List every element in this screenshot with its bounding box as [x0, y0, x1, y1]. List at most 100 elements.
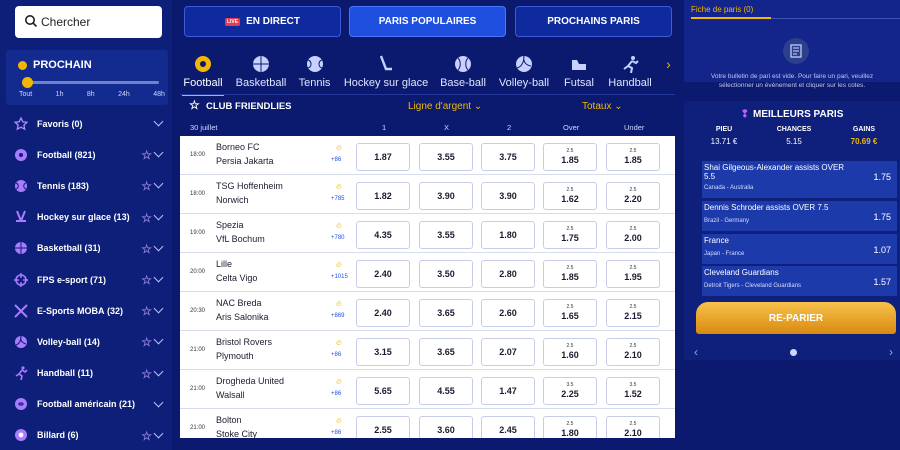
- tab-handball[interactable]: Handball: [606, 52, 654, 94]
- more-markets-link[interactable]: +785: [331, 196, 345, 202]
- tab-tennis[interactable]: Tennis: [297, 52, 332, 94]
- away-team[interactable]: VfL Bochum: [216, 234, 265, 244]
- search-box[interactable]: [15, 6, 162, 38]
- chevron-down-icon[interactable]: [153, 116, 164, 127]
- favorite-star-icon[interactable]: ☆: [141, 366, 152, 381]
- sidebar-item-basketball[interactable]: Basketball (31) ☆: [6, 233, 168, 264]
- sidebar-item-american-football[interactable]: Football américain (21): [6, 389, 168, 420]
- chevron-down-icon[interactable]: [153, 272, 164, 283]
- odd-over-button[interactable]: 2.5 1.75: [543, 221, 597, 249]
- odd-under-button[interactable]: 2.5 2.10: [606, 416, 660, 438]
- more-markets-link[interactable]: +86: [331, 352, 342, 358]
- chevron-down-icon[interactable]: [153, 147, 164, 158]
- sidebar-item-football[interactable]: Football (821) ☆: [6, 139, 168, 170]
- tab-volleyball[interactable]: Volley-ball: [498, 52, 550, 94]
- chevron-down-icon[interactable]: [153, 241, 164, 252]
- favorite-star-icon[interactable]: ☆: [141, 241, 152, 256]
- best-pick-item[interactable]: Cleveland Guardians Detroit Tigers - Clev…: [702, 266, 897, 297]
- tick-label[interactable]: 24h: [118, 91, 130, 98]
- odd-away-button[interactable]: 3.90: [481, 182, 535, 210]
- odd-away-button[interactable]: 1.80: [481, 221, 535, 249]
- tab-futsal[interactable]: Futsal: [562, 52, 596, 94]
- sidebar-item-volleyball[interactable]: Volley-ball (14) ☆: [6, 326, 168, 357]
- more-markets-link[interactable]: +86: [331, 391, 342, 397]
- popular-bets-button[interactable]: PARIS POPULAIRES: [349, 6, 506, 37]
- odd-draw-button[interactable]: 3.60: [419, 416, 473, 438]
- tick-label[interactable]: 48h: [153, 91, 165, 98]
- more-markets-link[interactable]: +869: [331, 313, 345, 319]
- away-team[interactable]: Aris Salonika: [216, 312, 269, 322]
- chevron-right-icon[interactable]: ›: [666, 56, 671, 72]
- odd-home-button[interactable]: 4.35: [356, 221, 410, 249]
- odd-over-button[interactable]: 2.5 1.60: [543, 338, 597, 366]
- sidebar-item-fps-esport[interactable]: FPS e-sport (71) ☆: [6, 264, 168, 295]
- odd-draw-button[interactable]: 4.55: [419, 377, 473, 405]
- favorite-star-icon[interactable]: ☆: [141, 335, 152, 350]
- odd-draw-button[interactable]: 3.90: [419, 182, 473, 210]
- more-markets-link[interactable]: +86: [331, 157, 342, 163]
- sidebar-item-tennis[interactable]: Tennis (183) ☆: [6, 170, 168, 201]
- sidebar-item-esports-moba[interactable]: E-Sports MOBA (32) ☆: [6, 295, 168, 326]
- away-team[interactable]: Norwich: [216, 195, 249, 205]
- chevron-down-icon[interactable]: [153, 210, 164, 221]
- home-team[interactable]: TSG Hoffenheim: [216, 181, 283, 191]
- odd-away-button[interactable]: 2.60: [481, 299, 535, 327]
- chevron-down-icon[interactable]: [153, 428, 164, 439]
- bet-slip-title[interactable]: Fiche de paris (0): [691, 5, 754, 14]
- odd-draw-button[interactable]: 3.50: [419, 260, 473, 288]
- odd-away-button[interactable]: 1.47: [481, 377, 535, 405]
- home-team[interactable]: Spezia: [216, 220, 244, 230]
- odd-over-button[interactable]: 2.5 1.80: [543, 416, 597, 438]
- tab-football[interactable]: Football: [182, 52, 224, 96]
- chevron-down-icon[interactable]: [153, 178, 164, 189]
- home-team[interactable]: Drogheda United: [216, 376, 285, 386]
- home-team[interactable]: NAC Breda: [216, 298, 262, 308]
- more-markets-link[interactable]: +1015: [331, 274, 348, 280]
- home-team[interactable]: Lille: [216, 259, 233, 269]
- chevron-right-icon[interactable]: ›: [889, 345, 893, 359]
- tick-label[interactable]: 8h: [86, 91, 95, 98]
- favorite-star-icon[interactable]: ☆: [141, 179, 152, 194]
- chevron-down-icon[interactable]: [153, 397, 164, 408]
- chevron-down-icon[interactable]: [153, 334, 164, 345]
- favorite-star-icon[interactable]: ☆: [141, 272, 152, 287]
- odd-home-button[interactable]: 1.82: [356, 182, 410, 210]
- favorite-star-icon[interactable]: ☆: [141, 210, 152, 225]
- odd-under-button[interactable]: 2.5 2.10: [606, 338, 660, 366]
- slider-knob[interactable]: [22, 77, 33, 88]
- home-team[interactable]: Bolton: [216, 415, 242, 425]
- odd-over-button[interactable]: 2.5 1.85: [543, 143, 597, 171]
- odd-home-button[interactable]: 2.40: [356, 299, 410, 327]
- odd-under-button[interactable]: 3.5 1.52: [606, 377, 660, 405]
- more-markets-link[interactable]: +780: [331, 235, 345, 241]
- odd-away-button[interactable]: 3.75: [481, 143, 535, 171]
- favorite-star-icon[interactable]: ☆: [141, 304, 152, 319]
- odd-under-button[interactable]: 2.5 2.15: [606, 299, 660, 327]
- tab-more[interactable]: ›: [662, 52, 675, 94]
- sidebar-item-hockey[interactable]: Hockey sur glace (13) ☆: [6, 202, 168, 233]
- odd-draw-button[interactable]: 3.65: [419, 338, 473, 366]
- odd-home-button[interactable]: 3.15: [356, 338, 410, 366]
- live-button[interactable]: LIVE EN DIRECT: [184, 6, 341, 37]
- odd-home-button[interactable]: 2.40: [356, 260, 410, 288]
- search-input[interactable]: [41, 12, 156, 32]
- odd-over-button[interactable]: 2.5 1.85: [543, 260, 597, 288]
- carousel-dot[interactable]: [790, 349, 797, 356]
- favorite-star-icon[interactable]: ☆: [141, 148, 152, 163]
- chevron-down-icon[interactable]: [153, 366, 164, 376]
- chevron-left-icon[interactable]: ‹: [694, 345, 698, 359]
- sidebar-item-handball[interactable]: Handball (11) ☆: [6, 358, 168, 389]
- odd-under-button[interactable]: 2.5 2.00: [606, 221, 660, 249]
- tick-label[interactable]: Tout: [19, 91, 33, 98]
- odd-draw-button[interactable]: 3.55: [419, 221, 473, 249]
- best-pick-item[interactable]: Dennis Schroder assists OVER 7.5 Brazil -…: [702, 201, 897, 232]
- odd-under-button[interactable]: 2.5 1.95: [606, 260, 660, 288]
- sidebar-item-billard[interactable]: Billard (6) ☆: [6, 420, 168, 450]
- away-team[interactable]: Plymouth: [216, 351, 254, 361]
- odd-away-button[interactable]: 2.07: [481, 338, 535, 366]
- odd-home-button[interactable]: 2.55: [356, 416, 410, 438]
- tab-hockey[interactable]: Hockey sur glace: [343, 52, 429, 94]
- away-team[interactable]: Persia Jakarta: [216, 156, 274, 166]
- home-team[interactable]: Borneo FC: [216, 142, 260, 152]
- odd-over-button[interactable]: 3.5 2.25: [543, 377, 597, 405]
